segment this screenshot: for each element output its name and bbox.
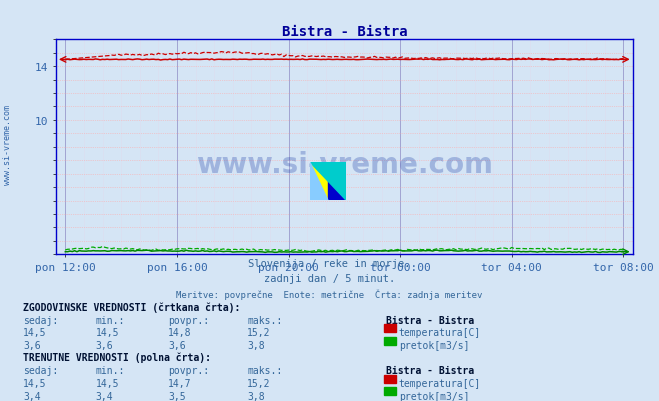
Text: Meritve: povprečne  Enote: metrične  Črta: zadnja meritev: Meritve: povprečne Enote: metrične Črta:… [177, 288, 482, 299]
Text: povpr.:: povpr.: [168, 315, 209, 325]
Text: povpr.:: povpr.: [168, 365, 209, 375]
Text: 3,8: 3,8 [247, 391, 265, 401]
Text: sedaj:: sedaj: [23, 365, 58, 375]
Text: maks.:: maks.: [247, 315, 282, 325]
Bar [328, 162, 346, 200]
Text: www.si-vreme.com: www.si-vreme.com [3, 104, 13, 184]
Text: pretok[m3/s]: pretok[m3/s] [399, 391, 469, 401]
Text: 14,5: 14,5 [96, 328, 119, 338]
Text: 3,8: 3,8 [247, 340, 265, 350]
Text: 3,6: 3,6 [23, 340, 41, 350]
Text: pretok[m3/s]: pretok[m3/s] [399, 340, 469, 350]
Text: Bistra - Bistra: Bistra - Bistra [386, 315, 474, 325]
Text: 14,8: 14,8 [168, 328, 192, 338]
Text: zadnji dan / 5 minut.: zadnji dan / 5 minut. [264, 273, 395, 284]
Polygon shape [310, 162, 328, 200]
Text: 14,5: 14,5 [96, 378, 119, 388]
Title: Bistra - Bistra: Bistra - Bistra [281, 25, 407, 39]
Text: 3,4: 3,4 [96, 391, 113, 401]
Text: 3,4: 3,4 [23, 391, 41, 401]
Text: 14,5: 14,5 [23, 378, 47, 388]
Bar [310, 162, 328, 200]
Text: maks.:: maks.: [247, 365, 282, 375]
Text: 15,2: 15,2 [247, 328, 271, 338]
Text: temperatura[C]: temperatura[C] [399, 378, 481, 388]
Text: sedaj:: sedaj: [23, 315, 58, 325]
Text: www.si-vreme.com: www.si-vreme.com [196, 150, 493, 178]
Text: TRENUTNE VREDNOSTI (polna črta):: TRENUTNE VREDNOSTI (polna črta): [23, 352, 211, 363]
Text: 3,6: 3,6 [96, 340, 113, 350]
Text: 15,2: 15,2 [247, 378, 271, 388]
Text: 14,7: 14,7 [168, 378, 192, 388]
Polygon shape [310, 162, 346, 200]
Text: Bistra - Bistra: Bistra - Bistra [386, 365, 474, 375]
Text: 3,5: 3,5 [168, 391, 186, 401]
Text: min.:: min.: [96, 365, 125, 375]
Text: Slovenija / reke in morje.: Slovenija / reke in morje. [248, 259, 411, 269]
Text: min.:: min.: [96, 315, 125, 325]
Text: 3,6: 3,6 [168, 340, 186, 350]
Text: temperatura[C]: temperatura[C] [399, 328, 481, 338]
Text: ZGODOVINSKE VREDNOSTI (črtkana črta):: ZGODOVINSKE VREDNOSTI (črtkana črta): [23, 302, 241, 312]
Text: 14,5: 14,5 [23, 328, 47, 338]
